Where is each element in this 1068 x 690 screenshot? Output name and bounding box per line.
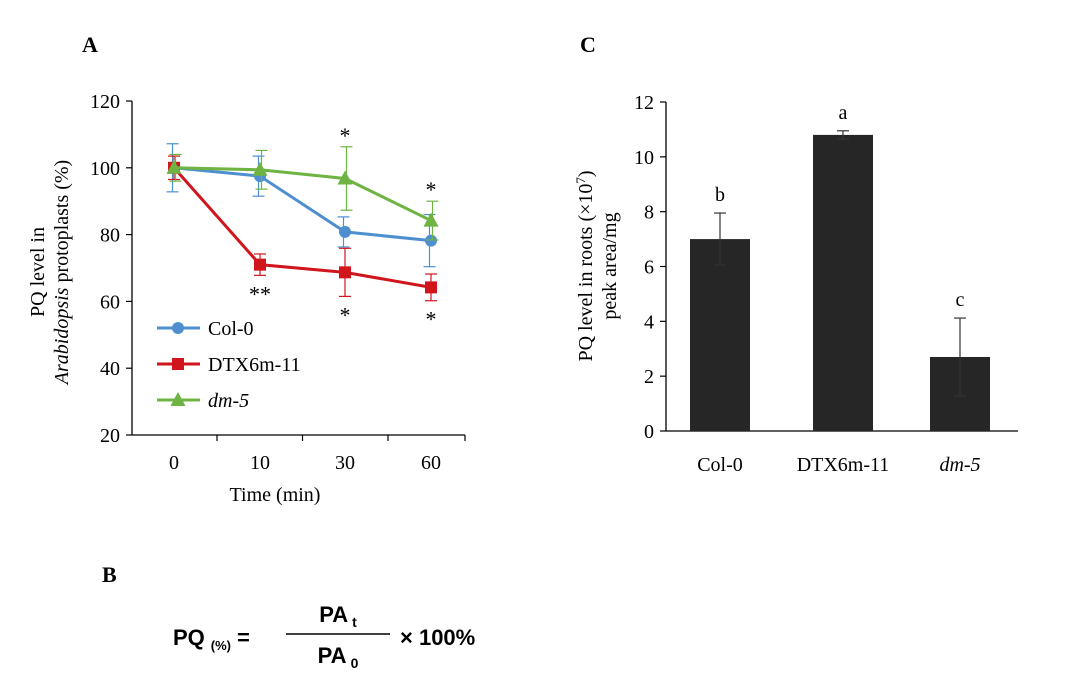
x-ticks: 0 10 30 60 bbox=[169, 435, 466, 474]
panel-label-c: C bbox=[580, 32, 596, 57]
legend-marker bbox=[172, 358, 184, 370]
significance-mark: * bbox=[426, 307, 437, 332]
bar-chart-panel-c: 0 2 4 6 8 10 12 b a c Col-0 DTX6m-11 dm-5 PQ level… bbox=[573, 92, 1018, 476]
series-group bbox=[166, 143, 439, 302]
significance-mark: * bbox=[340, 302, 351, 327]
x-tick-label: DTX6m-11 bbox=[797, 454, 890, 476]
legend-marker bbox=[172, 322, 184, 334]
data-point bbox=[337, 170, 353, 185]
data-point bbox=[425, 234, 437, 247]
data-point bbox=[166, 159, 182, 174]
y-axis-title-line1: PQ level in bbox=[27, 227, 49, 317]
legend-item: dm-5 bbox=[157, 390, 249, 412]
formula-denominator: PA 0 bbox=[318, 643, 359, 671]
formula-denominator-main: PA bbox=[318, 643, 347, 668]
significance-letter: a bbox=[839, 102, 848, 124]
y-tick-label: 4 bbox=[644, 311, 654, 333]
x-axis-title: Time (min) bbox=[230, 484, 321, 506]
y-tick-label: 2 bbox=[644, 366, 654, 388]
panel-label-a: A bbox=[82, 32, 98, 57]
x-tick-label: 10 bbox=[250, 452, 270, 474]
x-tick-label: 0 bbox=[169, 452, 179, 474]
bar bbox=[813, 134, 873, 431]
data-point bbox=[252, 161, 268, 176]
bar-group: c bbox=[930, 289, 990, 431]
x-tick-label: dm-5 bbox=[939, 454, 980, 476]
legend-item: Col-0 bbox=[157, 318, 254, 340]
series-line bbox=[173, 166, 432, 222]
data-point bbox=[254, 258, 266, 271]
significance-annotations: *** *** bbox=[249, 123, 437, 332]
y-tick-label: 40 bbox=[100, 358, 120, 380]
legend-label: Col-0 bbox=[208, 318, 254, 340]
formula-lhs-main: PQ bbox=[173, 625, 205, 650]
bar-group: a bbox=[813, 102, 873, 431]
y-axis-title-rest: protoplasts (%) bbox=[51, 160, 73, 288]
y-axis-title-italic: Arabidopsis bbox=[51, 287, 73, 386]
series-line bbox=[173, 166, 432, 243]
significance-mark: * bbox=[426, 177, 437, 202]
significance-mark: ** bbox=[249, 281, 271, 306]
legend: Col-0 DTX6m-11 dm-5 bbox=[157, 318, 301, 412]
y-tick-label: 60 bbox=[100, 291, 120, 313]
x-tick-label: Col-0 bbox=[697, 454, 743, 476]
bar-group: b bbox=[690, 184, 750, 431]
x-tick-label: 30 bbox=[335, 452, 355, 474]
formula: PQ (%) = PA t PA 0 × 100% bbox=[173, 602, 475, 671]
y-axis-title-close: ) bbox=[575, 170, 597, 177]
y-tick-label: 6 bbox=[644, 257, 654, 279]
y-tick-label: 120 bbox=[90, 91, 120, 113]
formula-denominator-subscript: 0 bbox=[351, 655, 359, 671]
x-tick-labels: Col-0 DTX6m-11 dm-5 bbox=[697, 454, 980, 476]
y-tick-label: 20 bbox=[100, 425, 120, 447]
formula-lhs-subscript: (%) bbox=[211, 638, 231, 653]
bars-group: b a c bbox=[690, 102, 990, 431]
series-dm-5 bbox=[166, 146, 439, 241]
y-tick-label: 80 bbox=[100, 225, 120, 247]
bar bbox=[690, 239, 750, 431]
data-point bbox=[425, 281, 437, 294]
formula-numerator-main: PA bbox=[319, 602, 348, 627]
significance-letter: b bbox=[715, 184, 725, 206]
y-axis-title-superscript: 7 bbox=[573, 177, 588, 184]
y-tick-label: 8 bbox=[644, 202, 654, 224]
legend-item: DTX6m-11 bbox=[157, 354, 301, 376]
data-point bbox=[423, 212, 439, 227]
legend-marker bbox=[170, 392, 186, 406]
panel-label-b: B bbox=[102, 562, 117, 587]
formula-numerator-subscript: t bbox=[352, 614, 357, 630]
y-ticks: 20 40 60 80 100 120 bbox=[90, 91, 132, 447]
legend-label: dm-5 bbox=[208, 390, 249, 412]
data-point bbox=[339, 266, 351, 279]
formula-numerator: PA t bbox=[319, 602, 357, 630]
formula-equals: = bbox=[237, 625, 250, 650]
series-line bbox=[172, 166, 432, 289]
formula-multiplier: × 100% bbox=[400, 625, 475, 650]
data-point bbox=[339, 225, 351, 238]
y-axis-title-line2: Arabidopsis protoplasts (%) bbox=[51, 160, 73, 386]
y-tick-label: 100 bbox=[90, 158, 120, 180]
y-axis-title-line1: PQ level in roots (×107) bbox=[573, 170, 598, 361]
significance-mark: * bbox=[340, 123, 351, 148]
y-axis-title-line2: peak area/mg bbox=[599, 212, 621, 319]
formula-lhs: PQ (%) = bbox=[173, 625, 250, 653]
y-ticks: 0 2 4 6 8 10 12 bbox=[634, 92, 666, 443]
y-tick-label: 12 bbox=[634, 92, 654, 114]
legend-label: DTX6m-11 bbox=[208, 354, 301, 376]
y-tick-label: 10 bbox=[634, 147, 654, 169]
y-axis-title-text: PQ level in roots (×10 bbox=[575, 184, 597, 362]
x-tick-label: 60 bbox=[421, 452, 441, 474]
significance-letter: c bbox=[956, 289, 965, 311]
series-dtx6m-11 bbox=[168, 155, 437, 302]
y-tick-label: 0 bbox=[644, 421, 654, 443]
